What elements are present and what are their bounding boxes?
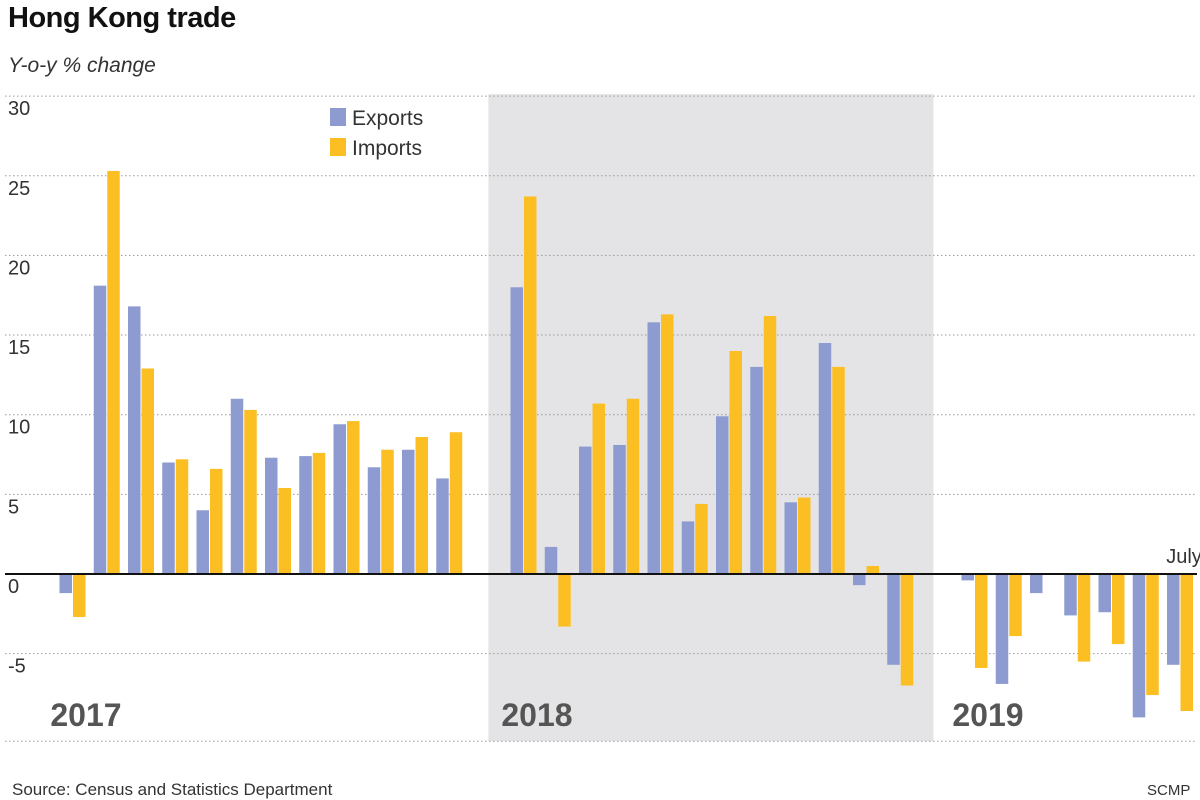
bar-exports-2018-08: [750, 366, 763, 574]
bar-imports-2017-04: [175, 459, 189, 574]
period-shade-2018: [488, 94, 934, 742]
bar-exports-2018-01: [510, 287, 523, 574]
y-tick-label: 30: [8, 98, 30, 120]
bar-imports-2017-12: [449, 432, 463, 574]
bar-exports-2017-08: [299, 456, 312, 574]
bar-exports-2019-06: [1132, 574, 1146, 718]
bar-imports-2018-11: [866, 566, 879, 574]
legend-swatch-exports: [330, 108, 346, 126]
bar-imports-2019-02: [1009, 574, 1022, 637]
bar-exports-2017-04: [162, 462, 175, 574]
y-tick-label: 20: [8, 257, 30, 279]
legend-label-exports: Exports: [352, 107, 423, 130]
y-tick-label: 10: [8, 417, 30, 439]
bar-imports-2019-04: [1077, 574, 1091, 662]
bar-imports-2017-07: [278, 487, 291, 574]
bar-imports-2018-12: [900, 574, 914, 686]
bar-exports-2017-06: [230, 398, 244, 574]
bar-imports-2017-06: [244, 409, 257, 574]
bar-exports-2018-12: [887, 574, 900, 665]
bar-exports-2017-05: [196, 510, 209, 574]
chart-title: Hong Kong trade: [8, 2, 236, 34]
bar-imports-2018-01: [524, 196, 537, 575]
chart-subtitle: Y-o-y % change: [8, 54, 156, 77]
annotation-july: July: [1166, 546, 1200, 568]
bar-imports-2018-09: [798, 497, 811, 574]
bar-exports-2019-04: [1064, 574, 1077, 616]
bar-imports-2017-05: [210, 468, 223, 574]
bar-imports-2017-02: [107, 170, 120, 574]
year-label-2017: 2017: [50, 697, 121, 733]
bar-imports-2019-05: [1112, 574, 1125, 645]
bar-exports-2019-05: [1098, 574, 1111, 613]
bar-imports-2018-08: [763, 315, 777, 574]
bar-exports-2018-02: [544, 546, 558, 574]
bar-imports-2018-06: [695, 503, 708, 574]
bar-exports-2019-02: [995, 574, 1009, 684]
bar-exports-2018-11: [853, 574, 866, 586]
bar-exports-2017-09: [333, 424, 346, 574]
legend-label-imports: Imports: [352, 137, 422, 160]
bar-imports-2017-11: [415, 437, 428, 574]
bar-exports-2018-09: [784, 502, 797, 574]
bar-imports-2018-10: [832, 366, 845, 574]
bar-exports-2018-04: [613, 444, 626, 574]
bar-exports-2017-07: [265, 457, 278, 574]
bar-exports-2019-07: [1167, 574, 1180, 665]
bar-imports-2018-02: [558, 574, 571, 627]
y-tick-label: 5: [8, 496, 19, 518]
bar-imports-2019-06: [1146, 574, 1159, 696]
bar-exports-2017-01: [59, 574, 72, 594]
bar-exports-2018-05: [647, 322, 660, 574]
year-label-2019: 2019: [952, 697, 1023, 733]
bar-exports-2019-01: [961, 574, 974, 581]
bar-imports-2017-01: [73, 574, 86, 618]
y-tick-label: 25: [8, 178, 30, 200]
bar-imports-2017-09: [347, 421, 360, 574]
year-label-2018: 2018: [501, 697, 572, 733]
bar-exports-2018-07: [716, 416, 729, 574]
bar-imports-2017-03: [141, 368, 154, 574]
y-tick-label: 15: [8, 337, 30, 359]
bar-imports-2017-08: [312, 452, 326, 574]
bar-imports-2017-10: [381, 449, 394, 574]
bar-exports-2019-03: [1030, 574, 1043, 594]
credit-label: SCMP: [1147, 782, 1191, 799]
y-tick-label: 0: [8, 576, 19, 598]
bar-exports-2017-02: [93, 285, 107, 574]
bar-exports-2017-12: [436, 478, 449, 574]
bar-exports-2017-10: [367, 467, 381, 574]
bar-exports-2018-06: [681, 521, 695, 574]
source-note: Source: Census and Statistics Department: [12, 780, 333, 799]
bar-exports-2017-11: [402, 449, 415, 574]
bar-imports-2018-05: [661, 314, 674, 574]
bar-imports-2018-04: [626, 398, 640, 574]
bar-exports-2018-10: [818, 343, 832, 574]
bar-exports-2017-03: [128, 306, 141, 574]
y-tick-label: -5: [8, 656, 26, 678]
bar-imports-2018-03: [592, 403, 605, 574]
legend-swatch-imports: [330, 138, 346, 156]
bar-imports-2018-07: [729, 350, 742, 574]
bar-exports-2018-03: [579, 446, 592, 574]
bar-imports-2019-07: [1180, 574, 1193, 711]
bar-imports-2019-01: [975, 574, 988, 668]
